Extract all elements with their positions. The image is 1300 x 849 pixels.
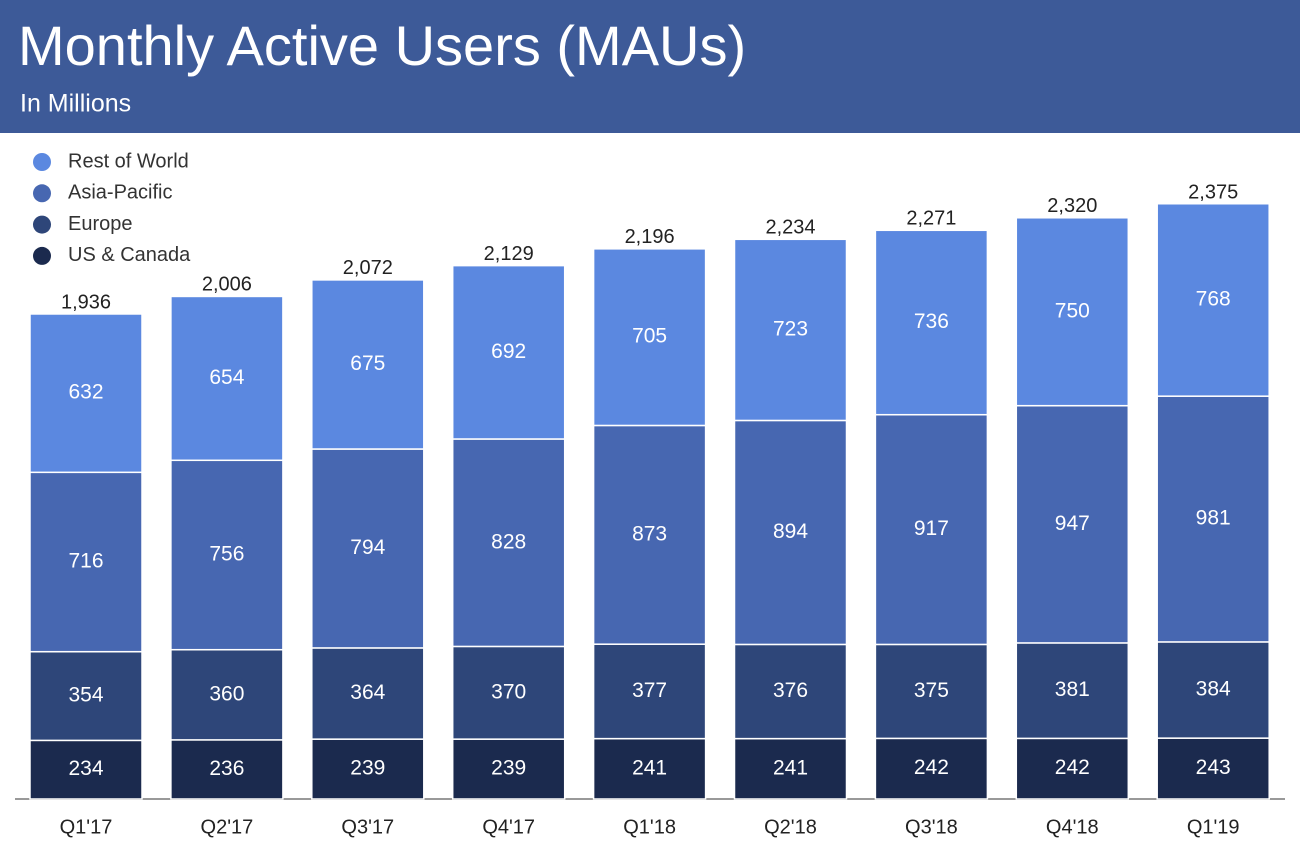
segment-label: 654 [209,366,244,389]
bar-segment [1156,737,1270,800]
segment-label: 692 [491,340,526,363]
segment-label: 736 [914,310,949,333]
bar-segment [592,248,707,427]
bar-segment [29,739,143,800]
segment-label: 376 [773,679,808,702]
total-label: 2,375 [1188,181,1238,203]
legend-marker [33,184,51,203]
legend-label: US & Canada [68,244,191,266]
legend-marker [33,215,51,234]
total-label: 1,936 [61,291,111,313]
bar-segment [170,295,284,462]
chart-subtitle: In Millions [20,90,131,118]
segment-label: 750 [1055,299,1090,322]
segment-label: 756 [209,543,244,566]
segment-label: 239 [350,757,385,780]
bar-segment [29,650,143,742]
bar-segment [1015,217,1130,407]
bar-segment [733,238,848,422]
segment-label: 705 [632,325,667,348]
segment-label: 894 [773,520,808,543]
segment-label: 364 [350,681,385,704]
segment-label: 354 [68,684,103,707]
segment-label: 723 [773,317,808,340]
total-label: 2,072 [343,257,393,279]
segment-label: 384 [1196,678,1231,701]
legend-marker [33,246,51,265]
legend-label: Europe [68,213,133,235]
segment-label: 236 [209,757,244,780]
bar-segment [874,229,989,416]
segment-label: 234 [68,757,103,780]
legend-label: Rest of World [68,150,189,172]
segment-label: 375 [914,679,949,702]
x-tick-label: Q1'18 [623,816,676,838]
segment-label: 239 [491,757,526,780]
bar-segment [1156,395,1270,643]
total-label: 2,006 [202,274,252,296]
x-tick-label: Q3'18 [905,816,958,838]
segment-label: 768 [1196,287,1231,310]
segment-label: 242 [1055,756,1090,779]
segment-label: 828 [491,530,526,553]
bar-segment [170,648,284,741]
segment-label: 981 [1196,507,1231,530]
bar-segment [874,643,989,740]
bar-segment [170,459,284,651]
bar-segment [1156,202,1270,397]
bar-segment [311,279,425,450]
segment-label: 381 [1055,678,1090,701]
bar-segment [592,737,707,800]
x-tick-label: Q3'17 [341,816,394,838]
segment-label: 947 [1055,512,1090,535]
bar-segment [592,424,707,645]
segment-label: 241 [632,756,667,779]
total-label: 2,234 [765,217,815,239]
bar-segment [1015,642,1130,740]
segment-label: 716 [68,550,103,573]
bar-segment [592,643,707,740]
segment-label: 242 [914,756,949,779]
total-label: 2,320 [1047,195,1097,217]
bar-segment [311,738,425,800]
segment-label: 873 [632,522,667,545]
total-label: 2,271 [906,207,956,229]
segment-label: 675 [350,352,385,375]
bar-segment [874,737,989,800]
x-tick-label: Q2'17 [201,816,254,838]
bar-segment [451,438,566,648]
x-tick-label: Q4'18 [1046,816,1099,838]
bar-segment [1156,641,1270,739]
segment-label: 632 [68,381,103,404]
bar-segment [733,643,848,740]
bar-segment [874,413,989,646]
segment-label: 794 [350,536,385,559]
bar-segment [170,739,284,800]
segment-label: 241 [773,756,808,779]
bar-segment [29,471,143,653]
x-tick-label: Q1'19 [1187,816,1240,838]
segment-label: 243 [1196,756,1231,779]
segment-label: 360 [209,682,244,705]
bar-segment [311,448,425,649]
segment-label: 917 [914,517,949,540]
segment-label: 377 [632,679,667,702]
segment-label: 370 [491,680,526,703]
legend-label: Asia-Pacific [68,182,172,204]
legend-marker [33,153,51,171]
x-tick-label: Q4'17 [482,816,535,838]
bar-segment [451,264,566,440]
chart-title: Monthly Active Users (MAUs) [18,14,746,77]
bar-segment [29,313,143,474]
bar-segment [451,738,566,800]
x-tick-label: Q1'17 [60,816,113,838]
total-label: 2,129 [484,243,534,265]
header-band [0,0,1300,133]
bar-segment [733,737,848,800]
x-tick-label: Q2'18 [764,816,817,838]
total-label: 2,196 [625,226,675,248]
